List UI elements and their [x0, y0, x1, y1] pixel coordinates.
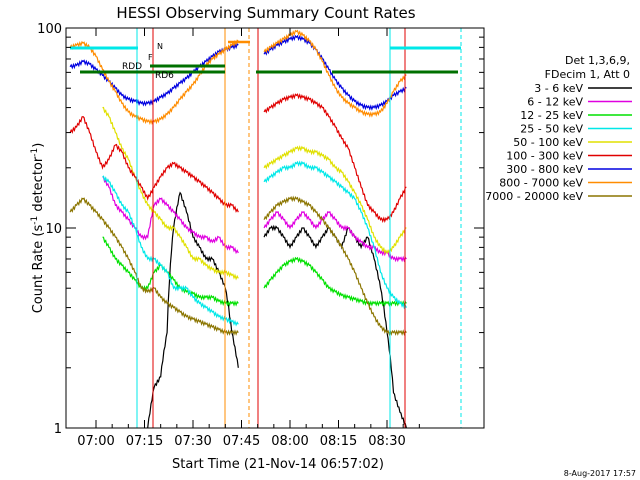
series-8 — [69, 195, 407, 336]
series-0-line-0 — [147, 191, 239, 428]
legend-label-5: 100 - 300 keV — [506, 150, 583, 163]
series-7-line-1 — [263, 29, 407, 118]
flag-f-label: F — [148, 53, 153, 62]
x-axis-label: Start Time (21-Nov-14 06:57:02) — [172, 457, 384, 472]
y-tick-label-1: 10 — [45, 222, 62, 237]
overlay-layer: RDD RD6 NF — [70, 28, 462, 428]
flag-rdd-label: RDD — [122, 62, 142, 72]
series-8-line-0 — [69, 197, 239, 336]
legend-label-0: 3 - 6 keV — [534, 82, 583, 95]
flag-rd6-label: RD6 — [155, 71, 174, 81]
legend-label-6: 300 - 800 keV — [506, 163, 583, 176]
series-4 — [102, 106, 407, 281]
y-axis-label-end: ) — [31, 143, 46, 148]
x-tick-label-6: 08:30 — [368, 434, 405, 449]
y-axis-ticks: 1 10 100 — [37, 22, 484, 437]
series-8-line-1 — [263, 195, 407, 336]
legend-header-line-1: Det 1,3,6,9, — [565, 54, 630, 67]
legend-label-4: 50 - 100 keV — [513, 136, 583, 149]
flag-n-label: N — [157, 42, 163, 51]
series-0-line-1 — [263, 224, 407, 428]
y-tick-label-0: 1 — [54, 422, 62, 437]
chart-title: HESSI Observing Summary Count Rates — [116, 4, 415, 22]
legend-label-1: 6 - 12 keV — [527, 96, 583, 109]
x-tick-label-0: 07:00 — [77, 434, 114, 449]
series-5-line-1 — [263, 93, 407, 224]
y-axis-label-main: Count Rate (s — [31, 225, 46, 314]
series-2-line-0 — [102, 236, 239, 307]
series-3-line-1 — [263, 160, 407, 310]
y-tick-label-2: 100 — [37, 22, 62, 37]
y-axis-label-sup1: -1 — [30, 216, 40, 225]
x-tick-label-1: 07:15 — [126, 434, 163, 449]
series-7 — [69, 29, 407, 126]
x-axis-ticks: 07:00 07:15 07:30 07:45 08:00 08:15 08:30 — [77, 28, 420, 449]
series-2 — [102, 236, 407, 307]
series-4-line-1 — [263, 145, 407, 255]
series-1-line-1 — [263, 211, 407, 263]
series-6-line-1 — [263, 34, 407, 111]
y-axis-label: Count Rate (s-1 detector-1) — [30, 143, 46, 314]
x-tick-label-3: 07:45 — [223, 434, 260, 449]
series-1-line-0 — [102, 176, 239, 255]
legend-label-8: 7000 - 20000 keV — [485, 190, 583, 203]
plot-timestamp: 8-Aug-2017 17:57 — [564, 469, 636, 478]
series-layer — [69, 29, 407, 428]
y-axis-label-mid: detector — [31, 156, 46, 216]
y-axis-label-sup2: -1 — [30, 148, 40, 157]
legend-label-7: 800 - 7000 keV — [499, 177, 583, 190]
series-7-line-0 — [69, 39, 239, 126]
series-3-line-0 — [102, 175, 239, 327]
series-2-line-1 — [263, 256, 407, 307]
series-1 — [102, 176, 407, 263]
x-tick-label-5: 08:15 — [320, 434, 357, 449]
legend-label-2: 12 - 25 keV — [520, 109, 583, 122]
series-5-line-0 — [69, 116, 239, 213]
series-3 — [102, 160, 407, 327]
x-tick-label-2: 07:30 — [174, 434, 211, 449]
series-5 — [69, 93, 407, 224]
series-4-line-0 — [102, 106, 239, 281]
legend-label-3: 25 - 50 keV — [520, 123, 583, 136]
x-tick-label-4: 08:00 — [271, 434, 308, 449]
legend-header-line-2: FDecim 1, Att 0 — [545, 68, 630, 81]
